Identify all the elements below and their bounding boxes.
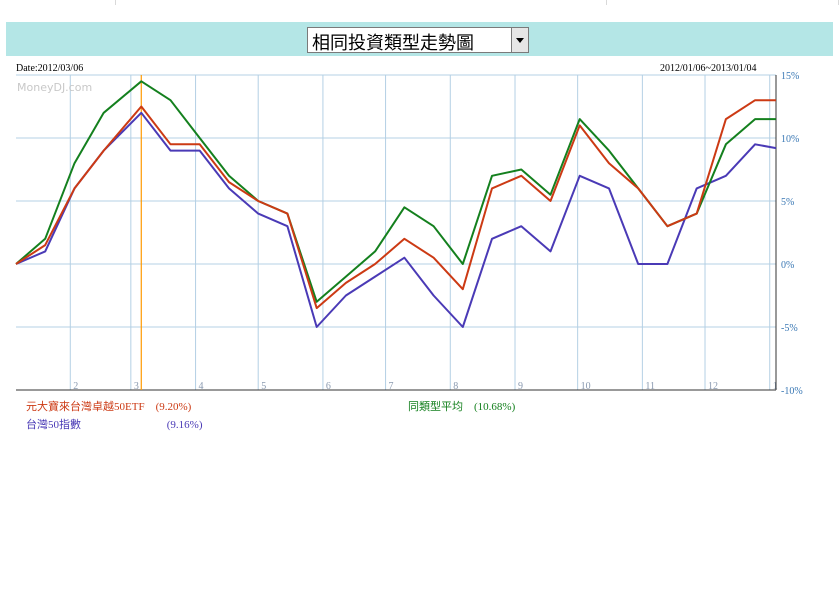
y-tick-label: -10% — [781, 386, 803, 397]
chevron-down-icon[interactable] — [511, 28, 528, 52]
date-label: Date:2012/03/06 — [16, 63, 84, 74]
legend-index-name: 台灣50指數 — [26, 419, 81, 431]
top-tab-1[interactable] — [0, 0, 116, 5]
legend-fund-value: (9.20%) — [155, 401, 192, 413]
x-tick-label: 2 — [73, 381, 78, 392]
x-tick-label: 1 — [773, 381, 778, 392]
x-tick-label: 12 — [708, 381, 718, 392]
legend-index: 台灣50指數 (9.16%) — [26, 416, 203, 432]
legend-peer-avg-value: (10.68%) — [474, 401, 516, 413]
x-tick-label: 5 — [261, 381, 266, 392]
y-tick-label: 10% — [781, 134, 799, 145]
chart-title: 相同投資類型走勢圖 — [312, 33, 474, 54]
legend-peer-avg-name: 同類型平均 — [408, 401, 463, 413]
legend-fund: 元大寶來台灣卓越50ETF (9.20%) — [26, 398, 191, 414]
series-line — [15, 111, 777, 328]
x-tick-label: 6 — [326, 381, 331, 392]
range-label: 2012/01/06~2013/01/04 — [660, 63, 757, 74]
plot-area — [16, 75, 776, 390]
y-tick-label: 0% — [781, 260, 794, 271]
y-tick-label: 5% — [781, 197, 794, 208]
x-tick-label: 4 — [199, 381, 204, 392]
x-tick-label: 11 — [645, 381, 655, 392]
y-tick-label: 15% — [781, 71, 799, 82]
legend-index-value: (9.16%) — [166, 419, 203, 431]
x-tick-label: 10 — [581, 381, 591, 392]
series-line — [15, 99, 776, 310]
top-tab-2[interactable] — [116, 0, 607, 5]
x-tick-label: 7 — [389, 381, 394, 392]
chart-type-select[interactable]: 相同投資類型走勢圖 — [307, 27, 529, 54]
y-tick-label: -5% — [781, 323, 798, 334]
legend-fund-name: 元大寶來台灣卓越50ETF — [26, 401, 145, 413]
watermark: MoneyDJ.com — [17, 81, 92, 94]
legend-peer-avg: 同類型平均 (10.68%) — [408, 398, 515, 414]
x-tick-label: 8 — [453, 381, 458, 392]
x-tick-label: 9 — [518, 381, 523, 392]
x-tick-label: 3 — [134, 381, 139, 392]
